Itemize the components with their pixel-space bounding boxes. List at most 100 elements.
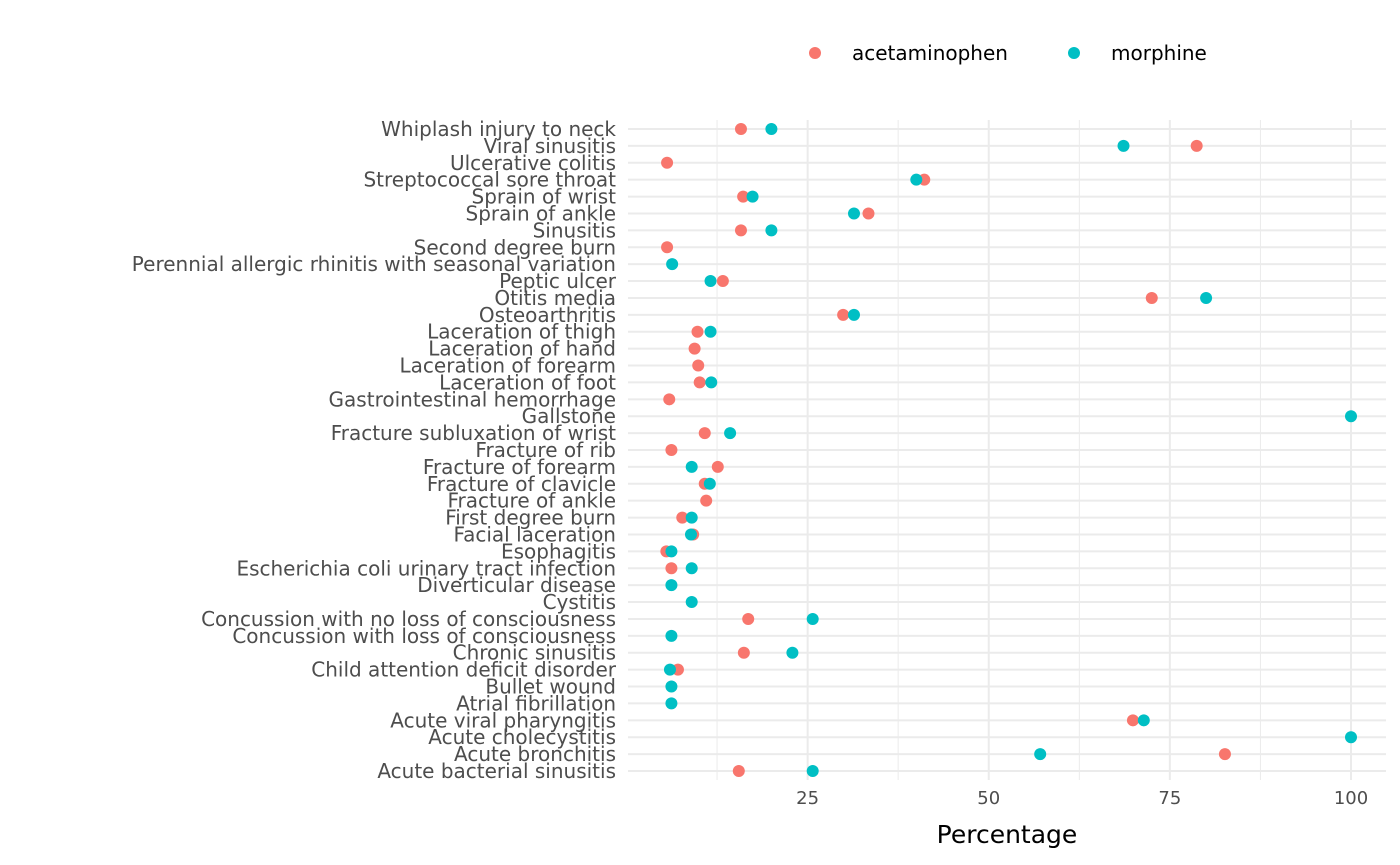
point-acetaminophen	[700, 494, 713, 507]
category-label: Otitis media	[494, 286, 616, 310]
category-label: Acute bronchitis	[454, 742, 616, 766]
category-label: Sprain of ankle	[466, 201, 616, 225]
point-morphine	[704, 325, 717, 338]
point-morphine	[685, 562, 698, 575]
point-acetaminophen	[1126, 714, 1139, 727]
point-morphine	[1117, 139, 1130, 152]
point-morphine	[665, 545, 678, 558]
point-acetaminophen	[663, 393, 676, 406]
x-axis-title: Percentage	[937, 820, 1078, 849]
category-label: Child attention deficit disorder	[311, 658, 617, 682]
point-acetaminophen	[676, 511, 689, 524]
point-acetaminophen	[737, 190, 750, 203]
category-label: Acute viral pharyngitis	[390, 708, 616, 732]
category-label: Gastrointestinal hemorrhage	[329, 387, 616, 411]
point-morphine	[703, 477, 716, 490]
category-label: Perennial allergic rhinitis with seasona…	[132, 252, 616, 276]
point-morphine	[665, 697, 678, 710]
point-morphine	[765, 224, 778, 237]
category-label: Diverticular disease	[417, 573, 616, 597]
point-acetaminophen	[716, 275, 729, 288]
point-morphine	[666, 258, 679, 271]
point-morphine	[1200, 291, 1213, 304]
category-label: Osteoarthritis	[479, 303, 616, 327]
point-morphine	[665, 579, 678, 592]
x-tick-labels: 25 50 75 100	[796, 788, 1368, 809]
point-acetaminophen	[688, 342, 701, 355]
point-morphine	[1345, 410, 1357, 423]
x-tick-label: 25	[796, 788, 819, 809]
category-label: Cystitis	[543, 590, 616, 614]
point-morphine	[806, 765, 819, 777]
point-morphine	[786, 646, 799, 659]
point-morphine	[663, 663, 676, 676]
category-label: Concussion with no loss of consciousness	[201, 607, 616, 631]
legend-label-morphine: morphine	[1111, 41, 1207, 65]
point-morphine	[685, 511, 698, 524]
point-morphine	[765, 123, 778, 135]
category-label: Esophagitis	[501, 539, 616, 563]
point-morphine	[1137, 714, 1150, 727]
point-morphine	[685, 460, 698, 473]
point-acetaminophen	[693, 376, 706, 389]
category-label: Atrial fibrillation	[456, 691, 616, 715]
category-label: Fracture of clavicle	[427, 472, 616, 496]
point-acetaminophen	[692, 359, 705, 372]
point-acetaminophen	[691, 325, 704, 338]
point-morphine	[685, 596, 698, 609]
category-label: Laceration of thigh	[427, 320, 616, 344]
category-label: Facial laceration	[453, 522, 616, 546]
category-label: Concussion with loss of consciousness	[232, 624, 616, 648]
category-label: Laceration of foot	[439, 370, 616, 394]
point-morphine	[684, 528, 697, 541]
category-label: Peptic ulcer	[499, 269, 617, 293]
point-morphine	[746, 190, 759, 203]
point-acetaminophen	[862, 207, 875, 220]
data-points	[660, 123, 1357, 777]
point-morphine	[847, 207, 860, 220]
category-label: Sprain of wrist	[472, 185, 617, 209]
category-label: First degree burn	[445, 506, 616, 530]
point-morphine	[665, 680, 678, 693]
category-label: Fracture of ankle	[448, 489, 617, 513]
point-acetaminophen	[711, 460, 724, 473]
category-label: Ulcerative colitis	[450, 151, 616, 175]
category-label: Bullet wound	[485, 675, 616, 699]
point-acetaminophen	[734, 224, 747, 237]
point-acetaminophen	[665, 562, 678, 575]
legend: acetaminophen morphine	[809, 41, 1207, 65]
point-morphine	[847, 308, 860, 321]
category-label: Acute bacterial sinusitis	[377, 759, 616, 783]
point-morphine	[1345, 731, 1357, 744]
point-acetaminophen	[698, 427, 711, 440]
point-acetaminophen	[1218, 748, 1231, 761]
point-acetaminophen	[1190, 139, 1203, 152]
category-label: Chronic sinusitis	[453, 641, 616, 665]
x-tick-label: 75	[1158, 788, 1181, 809]
point-acetaminophen	[742, 612, 755, 625]
point-acetaminophen	[661, 156, 674, 169]
category-label: Acute cholecystitis	[428, 725, 616, 749]
category-label: Sinusitis	[533, 218, 616, 242]
point-morphine	[705, 376, 718, 389]
category-label: Second degree burn	[414, 235, 616, 259]
x-tick-label: 100	[1334, 788, 1368, 809]
point-morphine	[1034, 748, 1047, 761]
legend-key-morphine	[1068, 47, 1080, 59]
x-tick-label: 50	[977, 788, 1000, 809]
category-label: Streptococcal sore throat	[363, 168, 616, 192]
category-label: Laceration of hand	[428, 337, 616, 361]
point-acetaminophen	[837, 308, 850, 321]
point-morphine	[704, 275, 717, 288]
category-label: Fracture of rib	[475, 438, 616, 462]
point-morphine	[724, 427, 737, 440]
point-acetaminophen	[734, 123, 747, 135]
legend-key-acetaminophen	[809, 47, 821, 59]
category-label: Fracture of forearm	[423, 455, 616, 479]
point-acetaminophen	[661, 241, 674, 254]
point-acetaminophen	[665, 444, 678, 456]
point-acetaminophen	[732, 765, 745, 777]
point-acetaminophen	[737, 646, 750, 659]
